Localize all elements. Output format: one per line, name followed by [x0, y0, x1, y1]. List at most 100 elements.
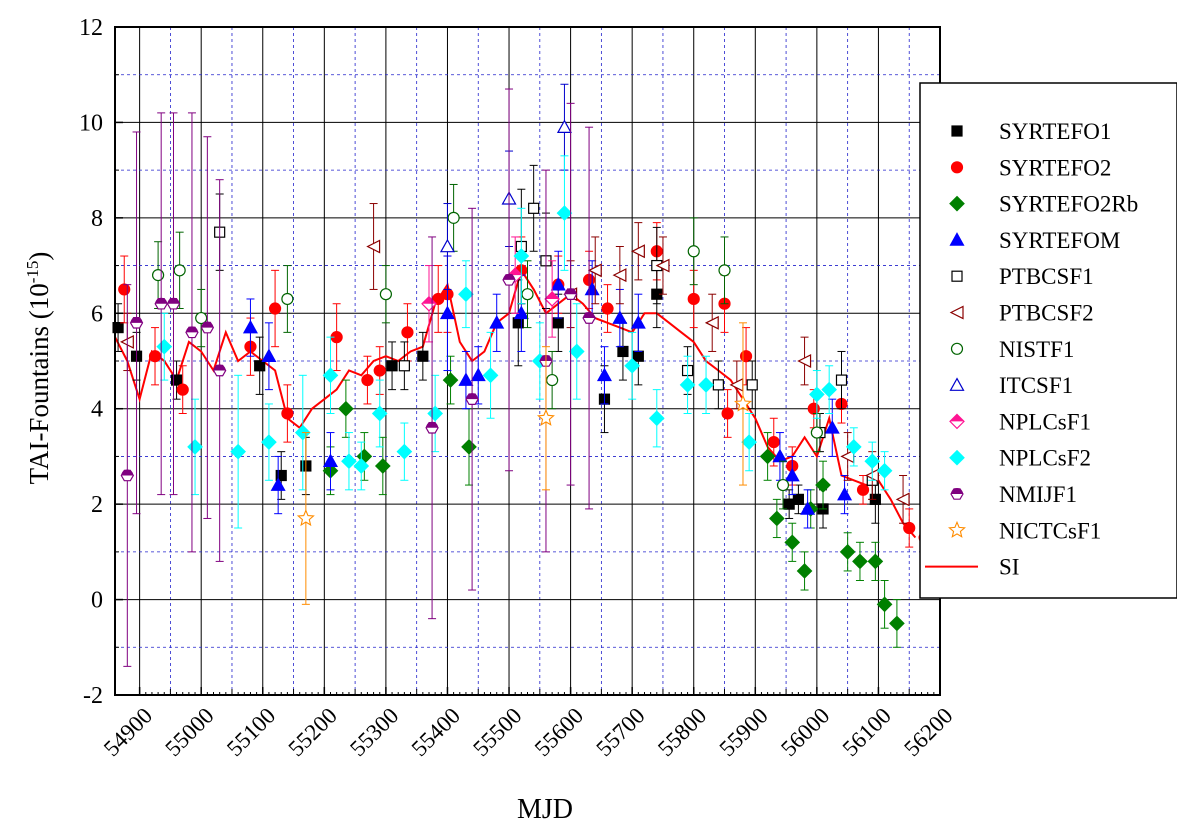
data-point [176, 383, 189, 396]
y-tick-label: 6 [91, 301, 103, 327]
legend-swatch [951, 125, 963, 137]
data-point [835, 374, 848, 386]
data-point [632, 350, 644, 362]
data-point [767, 436, 780, 449]
data-point [852, 553, 868, 570]
data-point [338, 400, 354, 417]
x-tick-label: 56200 [899, 703, 957, 761]
data-point [718, 264, 731, 277]
data-point [386, 360, 398, 372]
data-point [341, 453, 357, 470]
data-point [417, 350, 429, 362]
legend-item-syrtefo2rb: SYRTEFO2Rb [949, 192, 1138, 217]
y-axis-label-main: TAI-Fountains (10 [24, 283, 54, 484]
data-point [810, 426, 823, 439]
data-point [513, 248, 530, 264]
legend-item-itcsf1: ITCSF1 [949, 373, 1073, 398]
y-tick-label: 0 [91, 588, 103, 614]
data-point [546, 373, 559, 387]
data-point [741, 434, 757, 450]
legend-label: NISTF1 [999, 337, 1074, 362]
legend-item-si: SI [925, 555, 1019, 580]
series-nmijf1 [120, 88, 596, 667]
y-tick-label: 4 [91, 397, 103, 423]
data-point [242, 319, 258, 334]
x-tick-label: 56100 [838, 703, 896, 761]
data-point [698, 377, 714, 393]
series-nictcsf1 [296, 322, 752, 605]
legend-label: SYRTEFO1 [999, 119, 1111, 144]
x-tick-label: 56000 [776, 703, 834, 761]
data-point [815, 477, 831, 493]
data-point [185, 326, 199, 339]
data-point [837, 486, 853, 501]
data-point [322, 367, 339, 384]
data-point [353, 458, 370, 474]
legend-swatch [949, 413, 965, 430]
data-point [556, 205, 573, 221]
legend-label: NMIJF1 [999, 482, 1077, 507]
legend-label: SYRTEFOM [999, 228, 1120, 253]
data-point [281, 407, 294, 420]
data-point [536, 408, 555, 426]
data-point [507, 267, 524, 283]
series-nplcsf1 [421, 236, 560, 343]
data-point [568, 343, 585, 360]
legend-item-ptbcsf1: PTBCSF1 [951, 264, 1094, 289]
data-point [212, 364, 227, 377]
legend-swatch [950, 342, 964, 355]
data-point [458, 286, 474, 303]
data-point [528, 202, 540, 214]
data-point [447, 211, 460, 224]
data-point [374, 458, 391, 474]
data-point [322, 453, 339, 467]
data-point [746, 379, 758, 391]
data-point [648, 410, 665, 427]
series-nistf1 [151, 183, 823, 510]
legend-swatch [951, 270, 963, 282]
legend-label: SI [999, 555, 1019, 580]
legend-swatch [948, 520, 966, 538]
data-point [361, 373, 374, 387]
data-point [396, 443, 413, 460]
data-point [630, 315, 646, 329]
data-point [867, 553, 884, 570]
data-point [195, 311, 208, 325]
x-tick-label: 54900 [99, 703, 157, 761]
data-point [903, 521, 916, 535]
legend-swatch [949, 195, 965, 212]
legend: SYRTEFO1 SYRTEFO2 SYRTEFO2Rb SYRTEFOM PTBCSF… [919, 82, 1177, 599]
data-point [792, 493, 804, 505]
data-point [296, 509, 315, 527]
data-point [118, 283, 131, 296]
data-point [800, 501, 816, 515]
data-point [458, 372, 474, 386]
data-point [784, 467, 800, 482]
data-point [856, 483, 870, 496]
y-tick-label: 10 [79, 110, 103, 136]
x-tick-label: 55000 [160, 703, 218, 761]
legend-item-nmijf1: NMIJF1 [950, 482, 1077, 507]
legend-label: ITCSF1 [999, 373, 1073, 398]
legend-item-nplcsf2: NPLCsF2 [949, 446, 1091, 471]
data-point [398, 360, 410, 372]
data-point [470, 367, 486, 382]
data-point [366, 239, 381, 254]
data-point [465, 393, 479, 405]
legend-item-nictcsf1: NICTCsF1 [948, 518, 1101, 543]
x-axis-label: MJD [517, 794, 573, 825]
y-axis-label-close: ) [24, 252, 54, 261]
data-point [425, 421, 439, 434]
data-point [687, 245, 700, 258]
data-point [502, 273, 516, 286]
data-point [655, 258, 670, 273]
data-point [268, 302, 282, 315]
x-tick-label: 55500 [468, 703, 526, 761]
data-point [261, 348, 277, 363]
data-point [261, 434, 277, 450]
data-point [442, 372, 459, 388]
data-point [821, 381, 838, 398]
data-point [373, 364, 386, 377]
y-tick-label: -2 [83, 683, 103, 709]
